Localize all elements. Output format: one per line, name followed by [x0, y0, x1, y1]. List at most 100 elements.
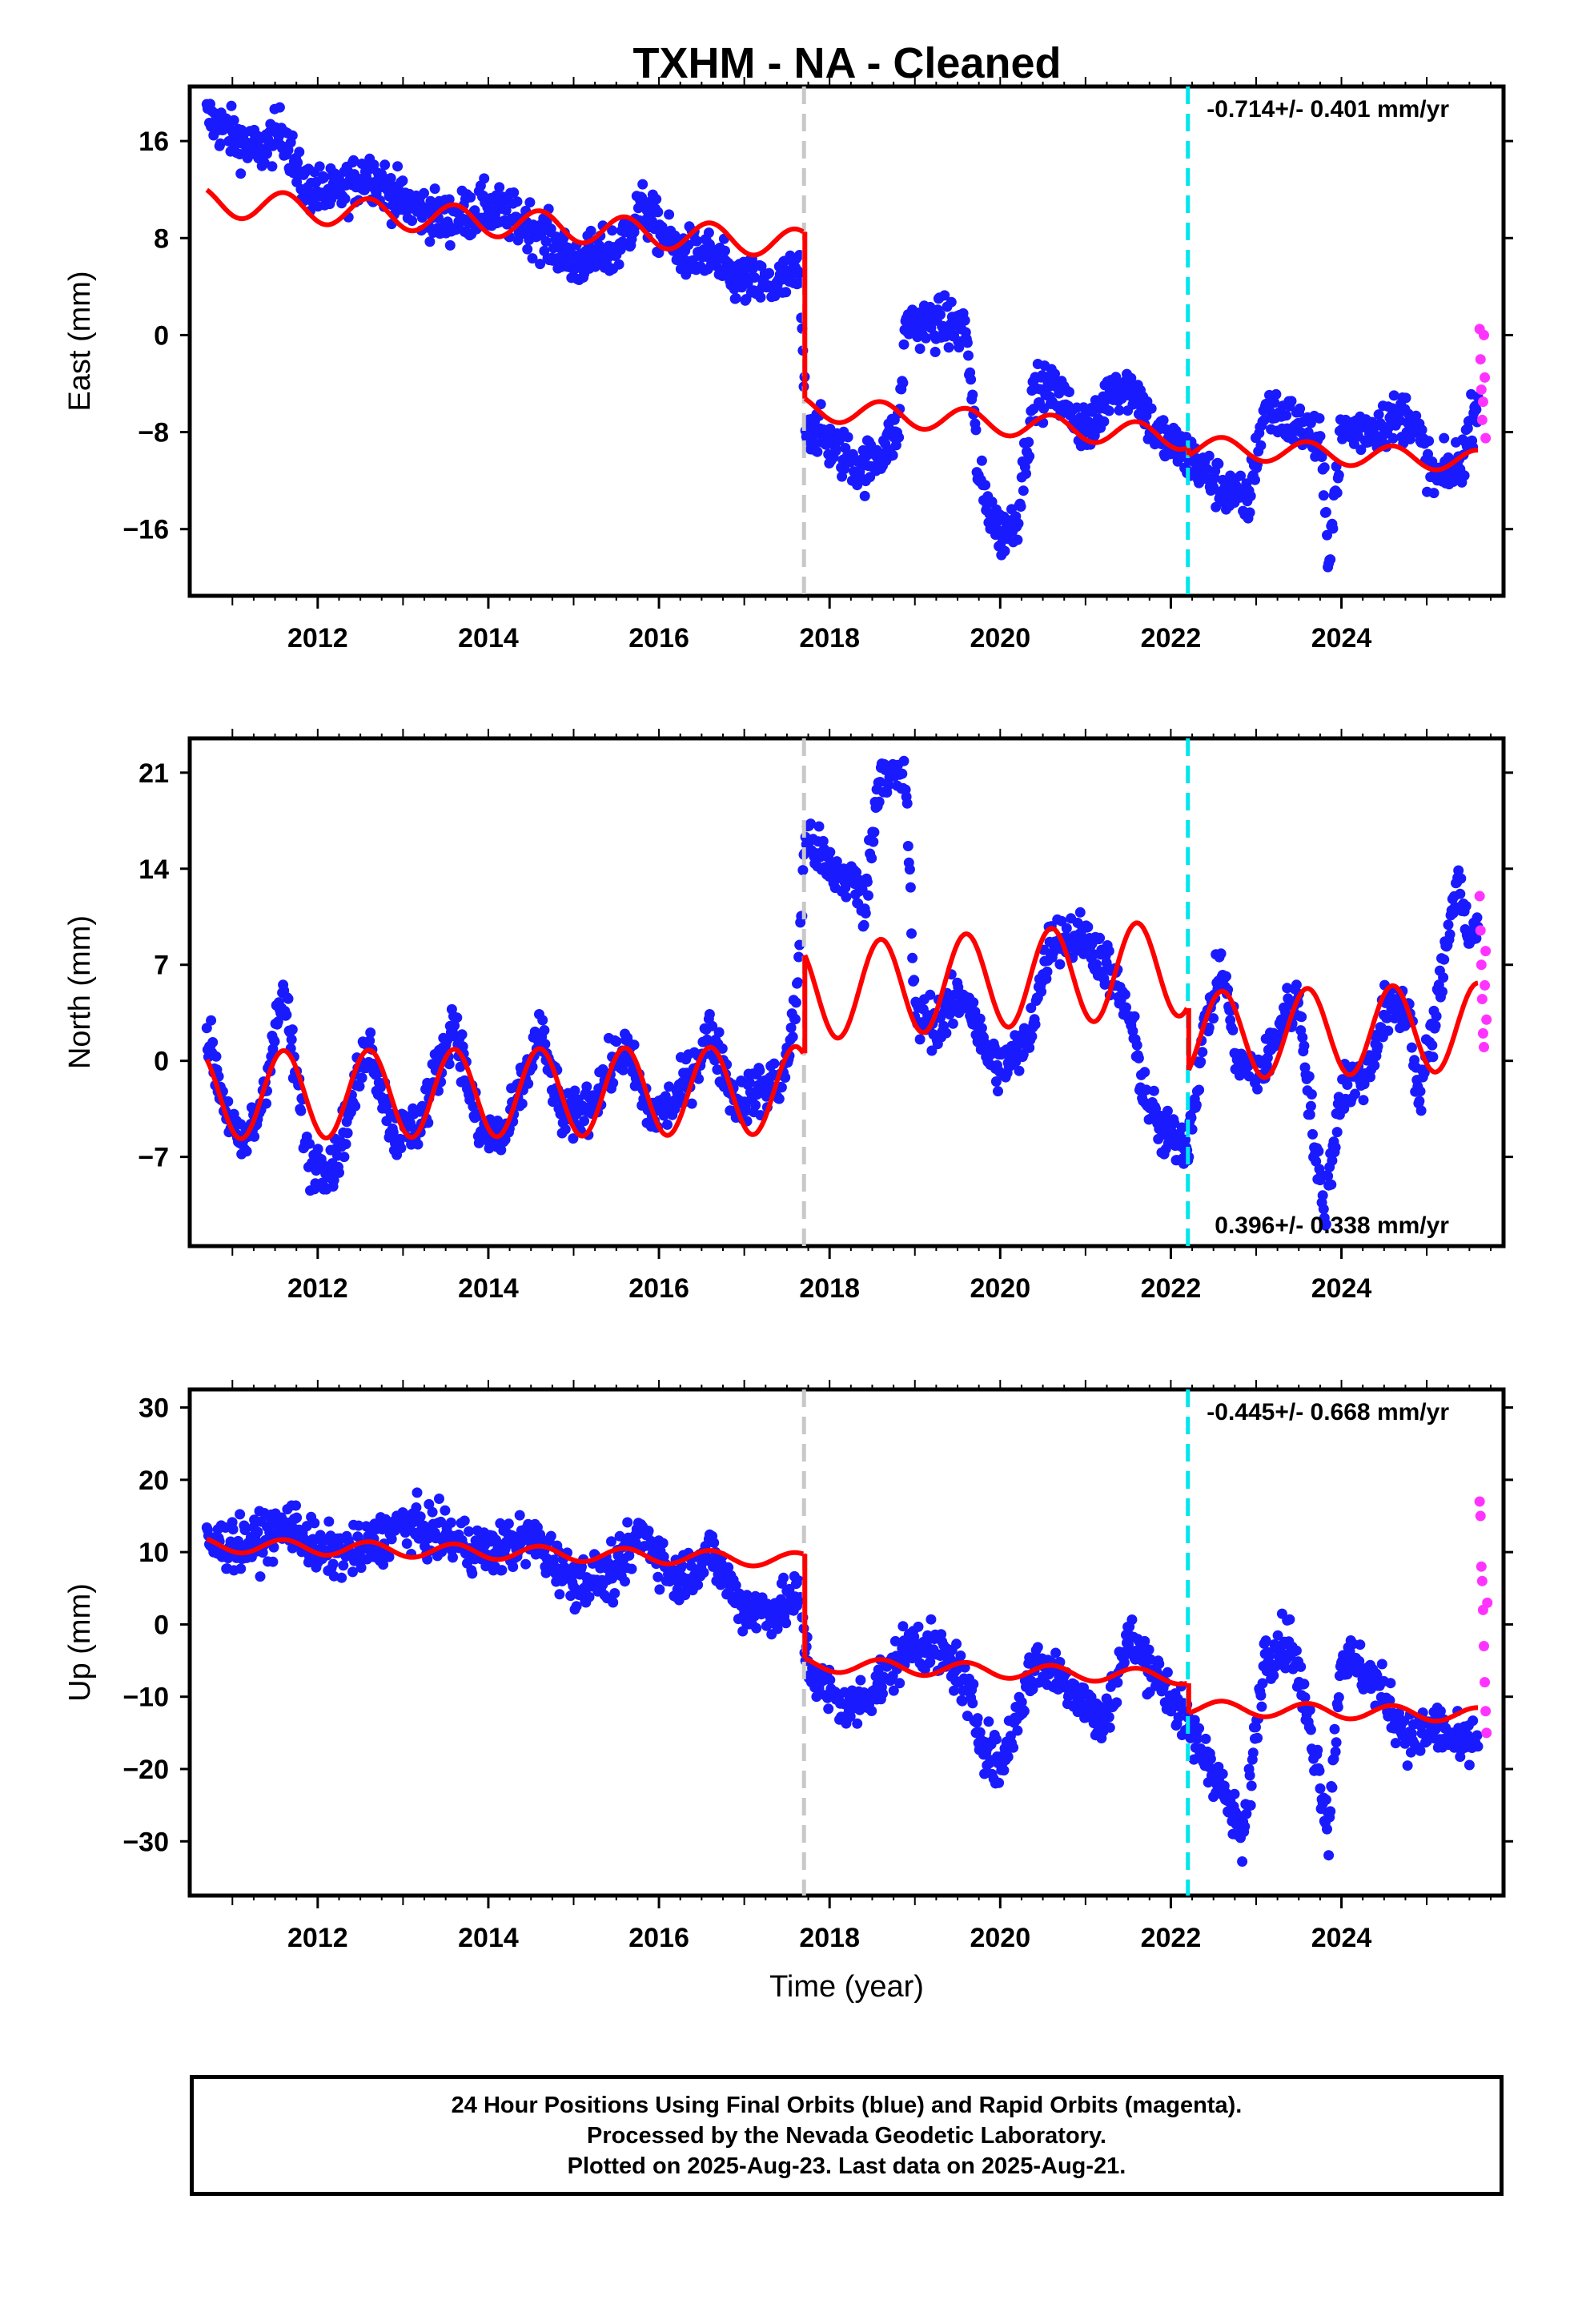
final-orbit-point [579, 1116, 590, 1127]
final-orbit-point [620, 1576, 630, 1587]
final-orbit-point [201, 1023, 212, 1034]
final-orbit-point [617, 1064, 628, 1076]
east-model-fit-segment [205, 187, 805, 258]
final-orbit-point [1194, 1084, 1205, 1096]
final-orbit-point [241, 1146, 252, 1157]
final-orbit-point [1211, 501, 1222, 513]
final-orbit-point [1330, 1746, 1341, 1757]
final-orbit-point [339, 1152, 350, 1163]
final-orbit-point [1329, 1723, 1340, 1735]
final-orbit-point [1141, 1084, 1152, 1096]
final-orbit-point [887, 450, 898, 460]
final-orbit-point [355, 1562, 367, 1574]
final-orbit-point [585, 225, 596, 236]
final-orbit-point [888, 1685, 899, 1696]
final-orbit-point [291, 1500, 301, 1511]
final-orbit-point [1318, 490, 1329, 501]
final-orbit-point [319, 172, 329, 183]
final-orbit-point [1296, 1011, 1307, 1023]
final-orbit-point [1111, 1697, 1122, 1708]
final-orbit-point [901, 798, 913, 809]
final-orbit-point [261, 1098, 271, 1109]
up-x-tick-label: 2014 [458, 1923, 519, 1953]
final-orbit-point [412, 1139, 424, 1150]
final-orbit-point [537, 1015, 548, 1026]
final-orbit-point [1320, 1794, 1331, 1805]
final-orbit-point [1400, 392, 1411, 404]
final-orbit-point [957, 1695, 968, 1707]
final-orbit-point [206, 1015, 217, 1026]
final-orbit-point [790, 997, 801, 1008]
final-orbit-point [1271, 388, 1282, 400]
final-orbit-point [1359, 1079, 1370, 1090]
final-orbit-point [1291, 979, 1302, 991]
final-orbit-point [1305, 1100, 1316, 1112]
final-orbit-point [1012, 534, 1023, 545]
final-orbit-point [972, 1713, 983, 1724]
final-orbit-point [211, 1051, 222, 1062]
final-orbit-point [1382, 1012, 1393, 1023]
final-orbit-point [1075, 929, 1086, 940]
final-orbit-point [914, 1034, 926, 1045]
final-orbit-point [980, 480, 991, 491]
final-orbit-point [545, 223, 556, 235]
final-orbit-point [434, 1494, 444, 1504]
final-orbit-point [1297, 1032, 1308, 1043]
final-orbit-point [1325, 1806, 1336, 1817]
final-orbit-point [967, 1698, 978, 1709]
final-orbit-point [1460, 900, 1472, 911]
final-orbit-point [262, 148, 272, 159]
final-orbit-point [830, 445, 841, 456]
final-orbit-point [954, 342, 965, 353]
final-orbit-point [1018, 485, 1029, 497]
final-orbit-point [1312, 1744, 1323, 1755]
final-orbit-point [898, 339, 909, 350]
final-orbit-point [368, 159, 379, 171]
east-y-tick-label: −8 [138, 418, 169, 448]
final-orbit-point [444, 194, 455, 205]
final-orbit-point [825, 846, 836, 858]
final-orbit-point [291, 1512, 303, 1523]
final-orbit-point [1325, 554, 1336, 565]
up-x-axis: 2012 2014 2016 2018 2020 2022 2024 [231, 1380, 1492, 1953]
final-orbit-point [787, 1031, 798, 1043]
final-orbit-point [1387, 432, 1399, 444]
final-orbit-point [379, 159, 391, 171]
final-orbit-point [424, 236, 436, 247]
rapid-orbit-point [1478, 329, 1489, 340]
up-y-tick-label: 20 [139, 1466, 169, 1496]
final-orbit-point [855, 1675, 866, 1686]
final-orbit-point [545, 1530, 556, 1542]
final-orbit-point [401, 1538, 412, 1549]
final-orbit-point [304, 1138, 315, 1149]
final-orbit-point [906, 928, 917, 939]
final-orbit-point [860, 907, 871, 919]
final-orbit-point [1315, 431, 1326, 442]
figure-title: TXHM - NA - Cleaned [632, 39, 1061, 87]
final-orbit-point [1305, 1724, 1316, 1735]
final-orbit-point [939, 290, 950, 301]
north-x-axis: 2012 2014 2016 2018 2020 2022 2024 [231, 729, 1492, 1304]
final-orbit-point [606, 1536, 616, 1547]
east-x-tick-label: 2024 [1311, 623, 1372, 653]
final-orbit-point [805, 818, 816, 830]
final-orbit-point [1021, 468, 1031, 479]
final-orbit-point [1311, 1156, 1322, 1167]
up-x-tick-label: 2018 [799, 1923, 860, 1953]
east-rapid-orbit-points [1474, 324, 1492, 444]
final-orbit-point [1286, 396, 1297, 407]
final-orbit-point [793, 1575, 805, 1586]
final-orbit-point [225, 1536, 236, 1547]
final-orbit-point [914, 344, 926, 354]
final-orbit-point [309, 1518, 320, 1529]
final-orbit-point [1332, 1702, 1343, 1713]
final-orbit-point [1030, 1019, 1041, 1030]
final-orbit-point [412, 1487, 423, 1498]
final-orbit-point [925, 1656, 936, 1667]
final-orbit-point [778, 1572, 789, 1583]
